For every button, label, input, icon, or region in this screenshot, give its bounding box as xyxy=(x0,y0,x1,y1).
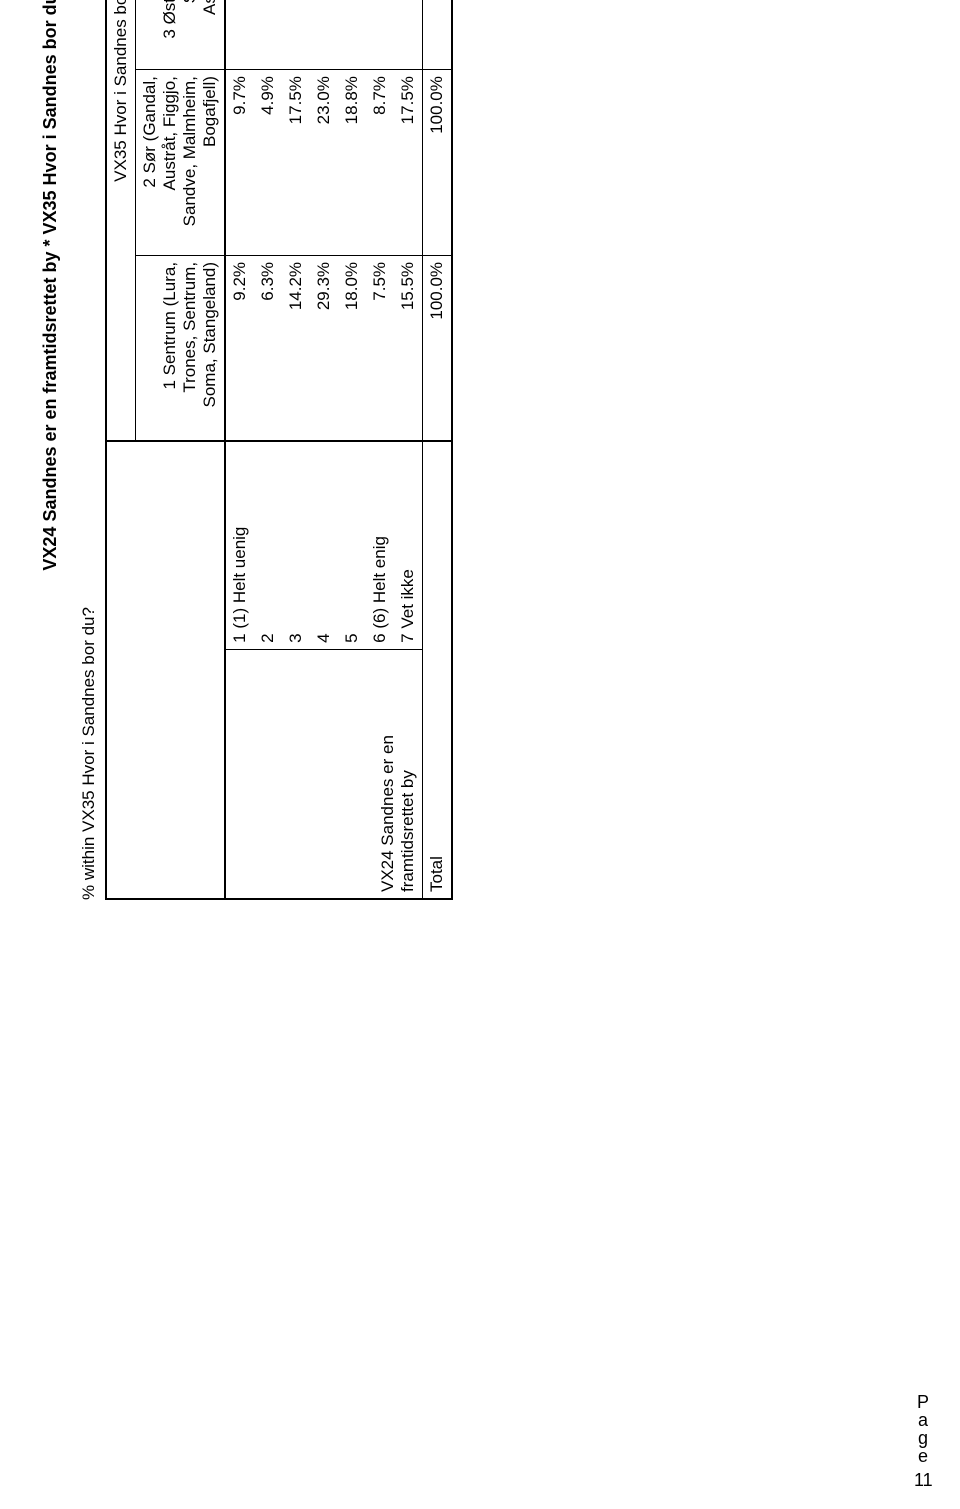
cell: 14.2% xyxy=(282,255,310,441)
cell: 14.4% xyxy=(338,0,366,70)
cell: 17.5% xyxy=(282,70,310,256)
stub-blank xyxy=(106,441,136,899)
page-word-p: P xyxy=(914,1393,932,1411)
column-spanner: VX35 Hvor i Sandnes bor du? xyxy=(106,0,136,441)
crosstab-table: VX35 Hvor i Sandnes bor du? 1 Sentrum (L… xyxy=(105,0,453,900)
cell: 13.8% xyxy=(282,0,310,70)
page-number-value: 11 xyxy=(914,1471,932,1489)
table-row: VX24 Sandnes er en framtidsrettet by 1 (… xyxy=(225,0,254,899)
page-number: P a g e 11 xyxy=(914,1393,932,1489)
col-header-2: 2 Sør (Gandal, Austråt, Figgjo, Sandve, … xyxy=(136,70,226,256)
page-word-a: a xyxy=(914,1411,932,1429)
cell: 23.0% xyxy=(310,70,338,256)
row-label-4: 4 xyxy=(310,441,338,649)
cell: 6.3% xyxy=(254,255,282,441)
row-group-label: VX24 Sandnes er en framtidsrettet by xyxy=(225,649,423,899)
cell: 100.0% xyxy=(423,0,453,70)
table-subtitle: % within VX35 Hvor i Sandnes bor du? xyxy=(79,0,99,900)
col-header-3: 3 Øst (Hana, Riska, Sviland, Vatne, Aspe… xyxy=(136,0,226,70)
cell: 7.7% xyxy=(225,0,254,70)
row-label-3: 3 xyxy=(282,441,310,649)
page-word-g: g xyxy=(914,1429,932,1447)
row-label-5: 5 xyxy=(338,441,366,649)
header-row-spanner: VX35 Hvor i Sandnes bor du? xyxy=(106,0,136,899)
cell: 100.0% xyxy=(423,70,453,256)
cell: 9.2% xyxy=(225,255,254,441)
cell: 8.7% xyxy=(366,70,394,256)
cell: 15.5% xyxy=(394,255,423,441)
page-word-e: e xyxy=(914,1447,932,1465)
cell: 18.8% xyxy=(338,70,366,256)
cell: 19.5% xyxy=(394,0,423,70)
cell: 100.0% xyxy=(423,255,453,441)
cell: 30.8% xyxy=(310,0,338,70)
cell: 18.0% xyxy=(338,255,366,441)
row-label-6: 6 (6) Helt enig xyxy=(366,441,394,649)
cell: 29.3% xyxy=(310,255,338,441)
table-title: VX24 Sandnes er en framtidsrettet by * V… xyxy=(40,0,61,900)
cell: 17.5% xyxy=(394,70,423,256)
cell: 7.7% xyxy=(254,0,282,70)
row-label-1: 1 (1) Helt uenig xyxy=(225,441,254,649)
header-row-columns: 1 Sentrum (Lura, Trones, Sentrum, Soma, … xyxy=(136,0,226,899)
cell: 4.9% xyxy=(254,70,282,256)
rotated-content: VX24 Sandnes er en framtidsrettet by * V… xyxy=(0,0,960,960)
cell: 6.2% xyxy=(366,0,394,70)
row-label-total: Total xyxy=(423,441,453,899)
cell: 7.5% xyxy=(366,255,394,441)
table-row-total: Total 100.0% 100.0% 100.0% 100.0% 100.0% xyxy=(423,0,453,899)
cell: 9.7% xyxy=(225,70,254,256)
page: VX24 Sandnes er en framtidsrettet by * V… xyxy=(0,0,960,1509)
row-label-2: 2 xyxy=(254,441,282,649)
row-label-7: 7 Vet ikke xyxy=(394,441,423,649)
col-header-1: 1 Sentrum (Lura, Trones, Sentrum, Soma, … xyxy=(136,255,226,441)
stub-blank-2 xyxy=(136,441,226,899)
